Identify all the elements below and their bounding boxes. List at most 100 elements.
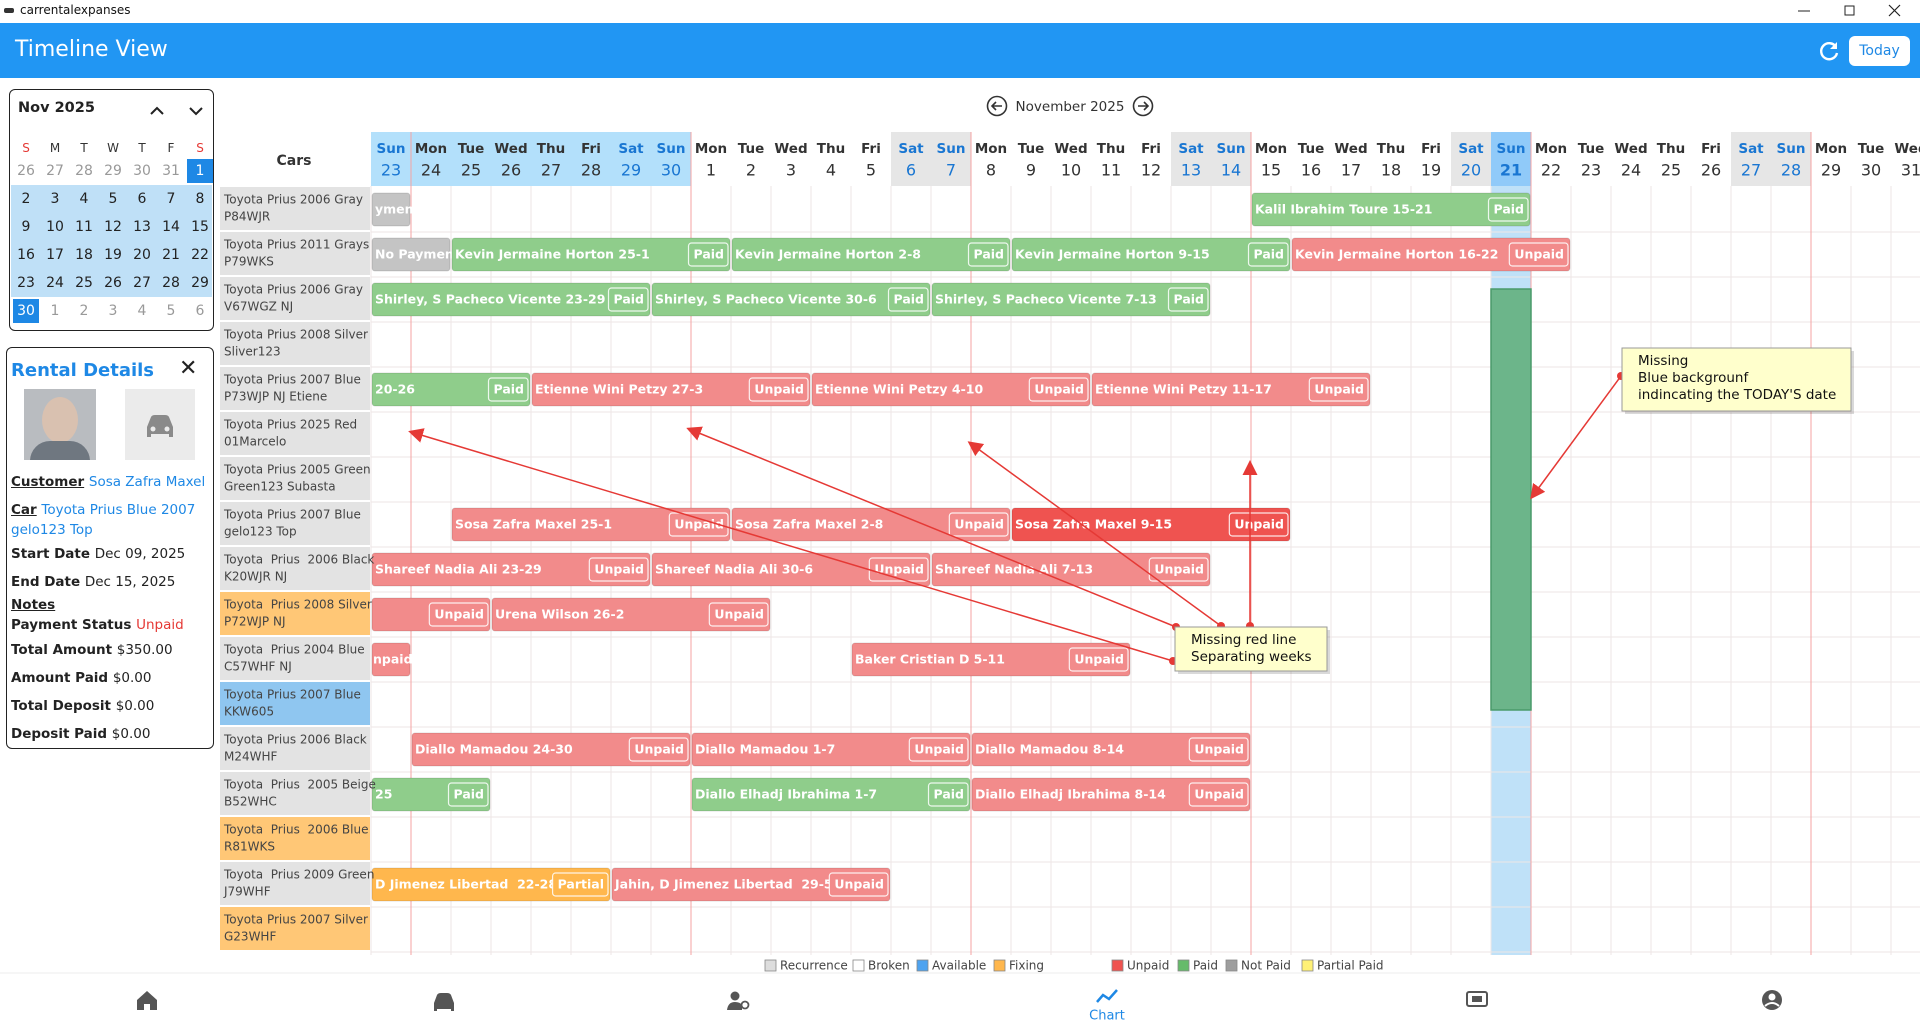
booking-bar[interactable]	[731, 507, 1011, 542]
booking-bar[interactable]	[1011, 237, 1291, 272]
calendar-day[interactable]: 30	[13, 299, 39, 323]
booking-bar[interactable]	[531, 372, 811, 407]
booking[interactable]: Etienne Wini Petzy 4-10 Unpaid	[811, 372, 1091, 407]
calendar-day[interactable]: 2	[79, 303, 89, 319]
booking-bar[interactable]	[451, 507, 731, 542]
booking[interactable]: Shareef Nadia Ali 23-29 Unpaid	[371, 552, 651, 587]
booking-bar[interactable]	[371, 237, 451, 272]
booking-bar[interactable]	[1091, 372, 1371, 407]
booking[interactable]: Kevin Jermaine Horton 9-15 Paid	[1011, 237, 1291, 272]
calendar-day[interactable]: 13	[133, 219, 151, 235]
booking[interactable]: Kevin Jermaine Horton 16-22 Unpaid	[1291, 237, 1571, 272]
booking[interactable]: Diallo Mamadou 8-14 Unpaid	[971, 732, 1251, 767]
booking-bar[interactable]	[371, 552, 651, 587]
booking-bar[interactable]	[371, 282, 651, 317]
booking-bar[interactable]	[1291, 237, 1571, 272]
booking[interactable]: Shareef Nadia Ali 7-13 Unpaid	[931, 552, 1211, 587]
booking[interactable]: Diallo Elhadj Ibrahima 8-14 Unpaid	[971, 777, 1251, 812]
calendar-day[interactable]: 21	[162, 247, 180, 263]
booking-bar[interactable]	[371, 192, 411, 227]
calendar-day[interactable]: 27	[133, 275, 151, 291]
booking[interactable]: Sosa Zafra Maxel 25-1 Unpaid	[451, 507, 731, 542]
calendar-arrows[interactable]	[142, 101, 212, 121]
nav-customers[interactable]	[730, 991, 740, 1001]
booking[interactable]: 25 Paid	[371, 777, 491, 812]
booking-bar[interactable]	[651, 552, 931, 587]
prev-month-button[interactable]	[986, 95, 1008, 117]
calendar-day[interactable]: 19	[104, 247, 122, 263]
booking-bar[interactable]	[371, 642, 411, 677]
calendar-day[interactable]: 3	[50, 191, 60, 207]
refresh-icon[interactable]	[1818, 39, 1842, 63]
calendar-day[interactable]: 26	[104, 275, 122, 291]
booking-bar[interactable]	[411, 732, 691, 767]
calendar-day[interactable]: 29	[104, 163, 122, 179]
nav-chart-label[interactable]: Chart	[1089, 1009, 1125, 1024]
booking[interactable]: Shirley, S Pacheco Vicente 7-13 Paid	[931, 282, 1211, 317]
window-controls[interactable]	[1780, 0, 1920, 23]
today-button[interactable]: Today	[1849, 36, 1910, 66]
booking[interactable]: Sosa Zafra Maxel 2-8 Unpaid	[731, 507, 1011, 542]
calendar-day[interactable]: 24	[46, 275, 64, 291]
booking-bar[interactable]	[451, 237, 731, 272]
bottom-nav[interactable]: Chart	[137, 989, 1782, 1024]
booking[interactable]: Shareef Nadia Ali 30-6 Unpaid	[651, 552, 931, 587]
calendar-day[interactable]: 25	[75, 275, 93, 291]
booking-bar[interactable]	[731, 237, 1011, 272]
booking-bar[interactable]	[651, 282, 931, 317]
booking[interactable]: Urena Wilson 26-2 Unpaid	[491, 597, 771, 632]
booking-bar[interactable]	[931, 552, 1211, 587]
calendar-day[interactable]: 29	[191, 275, 209, 291]
booking[interactable]: Diallo Elhadj Ibrahima 1-7 Paid	[691, 777, 971, 812]
booking[interactable]: Etienne Wini Petzy 27-3 Unpaid	[531, 372, 811, 407]
calendar-day[interactable]: 5	[108, 191, 118, 207]
booking[interactable]: Diallo Mamadou 24-30 Unpaid	[411, 732, 691, 767]
calendar-day[interactable]: 16	[17, 247, 35, 263]
calendar-day[interactable]: 23	[17, 275, 35, 291]
calendar-day[interactable]: 2	[21, 191, 31, 207]
calendar-day[interactable]: 8	[195, 191, 205, 207]
close-button[interactable]	[1888, 4, 1901, 17]
booking-bar[interactable]	[931, 282, 1211, 317]
calendar-day[interactable]: 3	[108, 303, 118, 319]
nav-reports[interactable]	[1466, 991, 1488, 1007]
calendar-day[interactable]: 28	[75, 163, 93, 179]
booking-bar[interactable]	[491, 597, 771, 632]
calendar-day[interactable]: 18	[75, 247, 93, 263]
calendar-day[interactable]: 9	[21, 219, 31, 235]
booking[interactable]: Etienne Wini Petzy 11-17 Unpaid	[1091, 372, 1371, 407]
booking[interactable]: Sosa Zafra Maxel 9-15 Unpaid	[1011, 507, 1291, 542]
nav-chart[interactable]	[1096, 989, 1118, 1003]
calendar-day[interactable]: 15	[191, 219, 209, 235]
booking-bar[interactable]	[811, 372, 1091, 407]
calendar-day[interactable]: 11	[75, 219, 93, 235]
calendar-day[interactable]: 20	[133, 247, 151, 263]
next-month-button[interactable]	[1132, 95, 1154, 117]
booking-bar[interactable]	[691, 732, 971, 767]
calendar-day[interactable]: 6	[137, 191, 147, 207]
calendar-day[interactable]: 4	[79, 191, 89, 207]
booking-bar[interactable]	[971, 777, 1251, 812]
nav-cars[interactable]	[434, 993, 454, 1011]
calendar-day[interactable]: 12	[104, 219, 122, 235]
next-month[interactable]	[189, 107, 203, 116]
calendar-day[interactable]: 31	[162, 163, 180, 179]
maximize-button[interactable]	[1844, 5, 1855, 16]
booking-bar[interactable]	[1011, 507, 1291, 542]
calendar-day[interactable]: 30	[133, 163, 151, 179]
booking-bar[interactable]	[371, 867, 611, 902]
nav-home[interactable]	[137, 991, 157, 1010]
booking-bar[interactable]	[691, 777, 971, 812]
calendar-day[interactable]: 22	[191, 247, 209, 263]
calendar-day[interactable]: 1	[187, 159, 213, 183]
booking[interactable]: Kevin Jermaine Horton 2-8 Paid	[731, 237, 1011, 272]
calendar-day[interactable]: 1	[50, 303, 60, 319]
booking-bar[interactable]	[1251, 192, 1531, 227]
calendar-day[interactable]: 14	[162, 219, 180, 235]
booking[interactable]: Kevin Jermaine Horton 25-1 Paid	[451, 237, 731, 272]
booking[interactable]: Shirley, S Pacheco Vicente 30-6 Paid	[651, 282, 931, 317]
calendar-day[interactable]: 5	[166, 303, 176, 319]
booking[interactable]: Baker Cristian D 5-11 Unpaid	[851, 642, 1131, 677]
booking[interactable]: Jahin, D Jimenez Libertad 29-5 Unpaid	[611, 867, 891, 902]
booking[interactable]: Kalil Ibrahim Toure 15-21 Paid	[1251, 192, 1531, 227]
